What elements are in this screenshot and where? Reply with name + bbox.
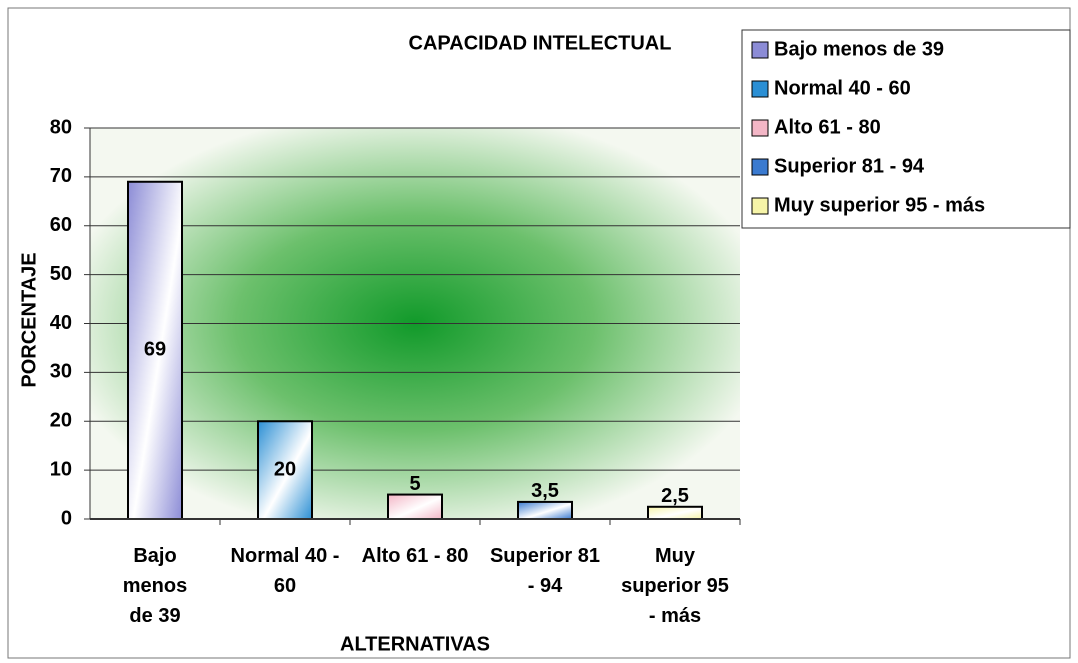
legend-swatch [751, 197, 769, 215]
y-tick-label: 80 [50, 116, 72, 138]
bar [257, 420, 313, 520]
y-tick-label: 50 [50, 263, 72, 285]
legend-swatch [751, 41, 769, 59]
legend-swatch [751, 158, 769, 176]
x-tick-label: Alto 61 - 80 [361, 545, 469, 567]
value-label: 20 [274, 458, 296, 480]
value-label: 2,5 [661, 485, 689, 507]
legend [741, 29, 1071, 229]
bar [127, 180, 183, 520]
x-tick-label: Muy superior 95 - más [621, 545, 729, 627]
y-tick-label: 60 [50, 214, 72, 236]
x-tick-label: Superior 81 - 94 [489, 545, 601, 597]
y-tick-label: 30 [50, 361, 72, 383]
y-tick-label: 0 [61, 507, 72, 529]
y-tick-label: 10 [50, 458, 72, 480]
value-label: 5 [409, 473, 420, 495]
y-axis-label: PORCENTAJE [18, 252, 40, 387]
value-label: 3,5 [531, 480, 559, 502]
legend-swatch [751, 80, 769, 98]
legend-label: Bajo menos de 39 [774, 38, 944, 60]
bar [647, 505, 703, 520]
bar [387, 493, 443, 520]
y-tick-label: 20 [50, 410, 72, 432]
x-tick-label: Bajo menos de 39 [122, 545, 188, 627]
x-tick-label: Normal 40 - 60 [230, 545, 340, 597]
bar [517, 500, 573, 520]
legend-label: Muy superior 95 - más [774, 194, 985, 216]
x-axis-label: ALTERNATIVAS [340, 633, 490, 655]
legend-label: Normal 40 - 60 [774, 77, 911, 99]
value-label: 69 [144, 339, 166, 361]
legend-label: Superior 81 - 94 [774, 155, 925, 177]
legend-swatch [751, 119, 769, 137]
legend-label: Alto 61 - 80 [774, 116, 881, 138]
y-tick-label: 70 [50, 165, 72, 187]
y-tick-label: 40 [50, 312, 72, 334]
chart-title: CAPACIDAD INTELECTUAL [409, 32, 672, 54]
